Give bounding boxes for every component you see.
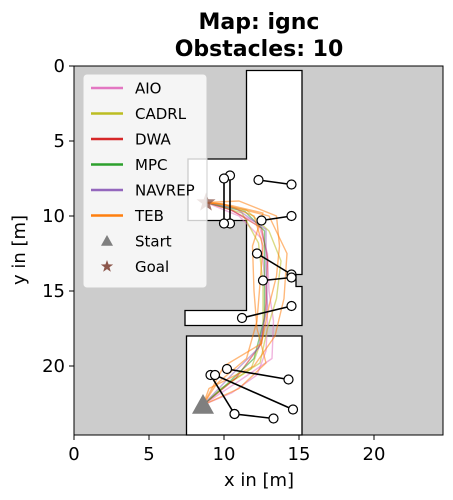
- legend-label: AIO: [135, 80, 162, 98]
- obstacle-end: [286, 272, 297, 283]
- legend-label: MPC: [135, 156, 167, 174]
- obstacle-end: [286, 300, 297, 312]
- trajectory-navrep: [202, 201, 269, 406]
- x-tick-label: 0: [68, 444, 79, 465]
- legend-label: DWA: [135, 131, 172, 149]
- obstacle-path: [209, 374, 236, 415]
- obstacle-group: [205, 170, 299, 424]
- obstacle-path: [256, 252, 292, 276]
- obstacle-end: [286, 179, 297, 190]
- obstacle-path: [226, 368, 289, 381]
- legend-swatch: [100, 260, 114, 272]
- x-tick-label: 5: [143, 444, 154, 465]
- trajectory-mpc: [202, 201, 266, 406]
- obstacle-end: [218, 218, 230, 229]
- y-tick-label: 15: [42, 281, 65, 302]
- obstacle-start: [236, 312, 248, 324]
- y-tick-label: 0: [54, 56, 65, 77]
- start-marker: [192, 394, 214, 414]
- obstacle-path: [234, 413, 274, 420]
- obstacle-start: [209, 369, 221, 381]
- obstacle-end: [268, 413, 279, 424]
- plot-frame: [73, 65, 444, 436]
- chart-title-line2: Obstacles: 10: [175, 37, 344, 62]
- x-ticks: 0 5 10 15 20: [68, 435, 385, 465]
- y-axis-label: y in [m]: [9, 215, 30, 285]
- legend-label: Goal: [135, 258, 169, 276]
- free-space-region: [185, 335, 303, 436]
- y-tick-label: 5: [54, 131, 65, 152]
- legend-label: TEB: [134, 207, 164, 225]
- y-tick-label: 20: [42, 356, 65, 377]
- x-tick-label: 20: [363, 444, 386, 465]
- obstacle-end: [286, 210, 297, 222]
- trajectory-teb: [202, 201, 267, 406]
- obstacle-path: [214, 374, 294, 411]
- obstacle-start: [229, 408, 240, 420]
- y-ticks: 0 5 10 15 20: [42, 56, 74, 377]
- trajectory-teb: [202, 200, 281, 406]
- obstacle-start: [253, 174, 264, 186]
- obstacle-path: [258, 179, 292, 186]
- legend-swatch: [101, 235, 113, 246]
- legend-box: [82, 73, 208, 289]
- obstacle-path: [241, 305, 292, 319]
- y-tick-label: 10: [42, 206, 65, 227]
- x-tick-label: 15: [288, 444, 311, 465]
- trajectory-teb: [202, 201, 288, 406]
- obstacle-start: [251, 248, 263, 259]
- legend-label: Start: [135, 233, 172, 251]
- legend-label: CADRL: [135, 105, 187, 123]
- obstacle-start: [221, 363, 233, 375]
- obstacle-start: [256, 215, 267, 226]
- obstacle-end: [283, 374, 294, 385]
- legend: AIO CADRL DWA MPC NAVREP TEB Start Goal: [82, 73, 208, 289]
- obstacle-end: [287, 404, 299, 415]
- legend-label: NAVREP: [135, 182, 195, 200]
- x-axis-label: x in [m]: [224, 470, 294, 491]
- x-tick-label: 10: [213, 444, 236, 465]
- chart-title-line1: Map: ignc: [199, 10, 320, 35]
- obstacle-start: [257, 275, 269, 286]
- obstacle-start: [218, 173, 230, 184]
